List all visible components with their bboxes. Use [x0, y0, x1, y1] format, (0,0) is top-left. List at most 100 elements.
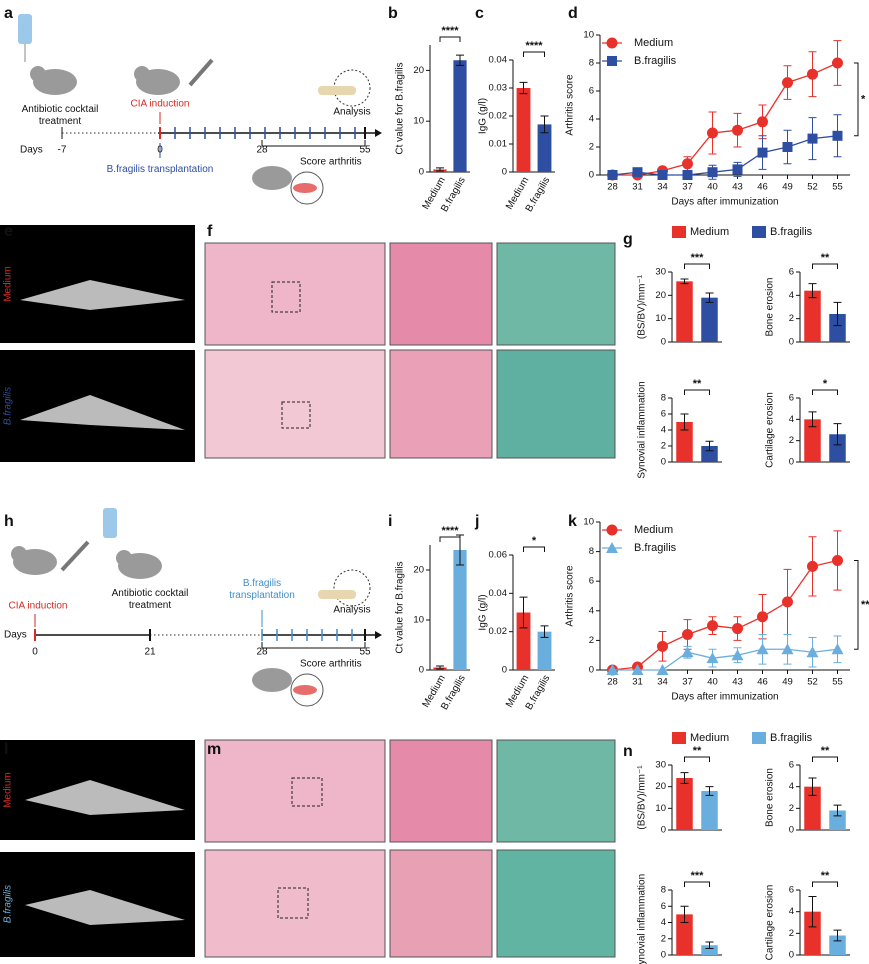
axis-label: Days: [4, 630, 27, 641]
panel-letter: i: [388, 513, 392, 530]
significance-label: ****: [525, 40, 543, 52]
y-axis-label: Arthritis score: [565, 565, 576, 627]
legend-label: B.fragilis: [634, 55, 677, 67]
panel-letter: m: [207, 741, 221, 758]
y-tick-label: 0: [661, 950, 666, 961]
y-tick-label: 8: [661, 393, 666, 404]
y-tick-label: 8: [589, 546, 594, 557]
paw-bone: [20, 395, 185, 430]
y-tick-label: 4: [789, 781, 794, 792]
panel-letter: c: [475, 5, 484, 22]
y-tick-label: 10: [413, 615, 424, 626]
timeline-label: -7: [58, 145, 67, 156]
legend-swatch: [752, 226, 766, 238]
score-ticks: [174, 127, 356, 139]
bottle: [18, 14, 32, 44]
y-tick-label: 0.02: [489, 111, 508, 122]
series-line: [612, 559, 838, 671]
schematic-a: -7 0 28 55 Days CIA induction Analysis S…: [18, 14, 382, 205]
y-tick-label: 2: [789, 928, 794, 939]
y-axis-label: Ct value for B.fragilis: [395, 561, 406, 653]
y-tick-label: 0: [502, 665, 507, 676]
legend-marker: [607, 56, 617, 66]
marker: [832, 554, 843, 566]
error-bar: [680, 413, 689, 431]
paw: [293, 183, 317, 193]
bar: [676, 914, 693, 955]
syringe: [188, 58, 214, 87]
pretreatment-label: Antibiotic cocktail treatment: [21, 104, 99, 127]
significance-bracket: [812, 389, 838, 395]
transplant-label: B.fragilis transplantation: [229, 578, 295, 601]
error-bar: [680, 278, 689, 285]
mouse-head: [30, 66, 46, 82]
timeline-label: 28: [256, 145, 268, 156]
error-bar: [833, 929, 842, 942]
arrow-head: [375, 631, 382, 639]
y-tick-label: 0.06: [489, 550, 508, 561]
paw: [318, 590, 356, 599]
timeline-label: 55: [359, 145, 371, 156]
y-tick-label: 4: [789, 906, 794, 917]
marker: [782, 77, 793, 89]
y-tick-label: 10: [655, 803, 666, 814]
marker: [731, 649, 744, 661]
y-tick-label: 0.04: [489, 588, 508, 599]
significance-label: *: [861, 93, 866, 105]
significance-bracket: [439, 536, 461, 542]
error-bar: [680, 772, 689, 784]
y-axis-label: Ct value for B.fragilis: [395, 62, 406, 154]
error-bar: [540, 625, 549, 638]
y-axis-label: Synovial inflammation: [637, 874, 648, 964]
y-axis-label: (BS/BV)/mm⁻¹: [637, 765, 648, 830]
x-tick-label: 31: [632, 677, 643, 688]
timeline-label: 0: [32, 647, 38, 658]
safranin: [496, 349, 616, 459]
significance-bracket: [439, 36, 461, 42]
bar: [804, 419, 821, 462]
zoom-box: [281, 401, 311, 429]
y-tick-label: 30: [655, 267, 666, 278]
analysis-label: Analysis: [333, 107, 370, 118]
legend-swatch: [672, 226, 686, 238]
timeline-label: 55: [359, 647, 371, 658]
paw: [318, 86, 356, 95]
y-tick-label: 0: [789, 825, 794, 836]
bar: [676, 778, 693, 830]
row-label: Medium: [3, 266, 14, 302]
bar: [829, 314, 846, 342]
significance-label: **: [693, 378, 702, 390]
image-panels: Medium B.fragilis Medium B.fragilis: [0, 225, 616, 958]
paw-bone: [25, 780, 185, 815]
bar: [516, 88, 531, 172]
bar: [829, 434, 846, 462]
x-tick-label: 37: [682, 182, 693, 193]
x-axis-label: Days after immunization: [671, 197, 778, 208]
panel-letter: g: [623, 231, 633, 248]
y-tick-label: 2: [789, 313, 794, 324]
bar: [829, 935, 846, 955]
y-tick-label: 6: [661, 409, 666, 420]
significance-label: **: [821, 745, 830, 757]
safranin: [496, 739, 616, 843]
histology: [204, 349, 386, 459]
score-label: Score arthritis: [300, 157, 362, 168]
y-tick-label: 0: [589, 170, 594, 181]
y-tick-label: 10: [583, 30, 594, 41]
y-tick-label: 0: [589, 665, 594, 676]
panel-letter: f: [207, 223, 213, 240]
significance-label: *: [823, 378, 828, 390]
x-tick-label: 43: [732, 677, 743, 688]
y-tick-label: 4: [589, 605, 594, 616]
significance-label: *: [532, 535, 537, 547]
series-line: [612, 62, 838, 176]
error-bar: [833, 301, 842, 327]
marker: [631, 664, 644, 675]
timeline-label: 21: [144, 647, 156, 658]
pretreatment-label: Antibiotic cocktail treatment: [111, 588, 189, 611]
marker: [831, 643, 844, 655]
y-tick-label: 30: [655, 760, 666, 771]
error-bar: [436, 167, 444, 172]
y-tick-label: 2: [661, 441, 666, 452]
